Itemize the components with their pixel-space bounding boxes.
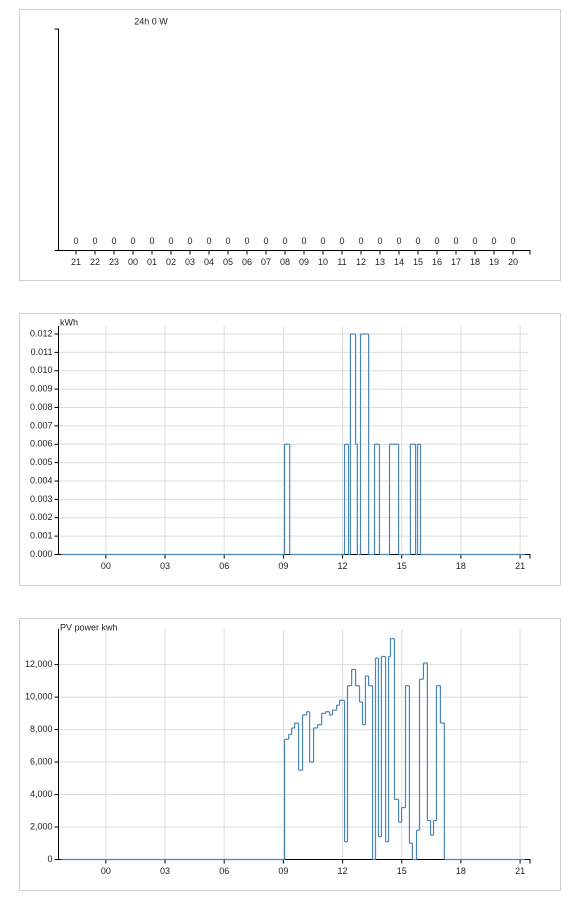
- x-tick-label: 03: [185, 257, 195, 267]
- value-label: 0: [282, 236, 287, 246]
- x-tick-label: 09: [278, 561, 288, 571]
- y-tick-label: 0.001: [30, 531, 53, 541]
- x-tick-label: 15: [397, 561, 407, 571]
- y-tick-label: 0.000: [30, 549, 53, 559]
- x-tick-label: 00: [128, 257, 138, 267]
- x-tick-label: 18: [470, 257, 480, 267]
- x-tick-label: 22: [90, 257, 100, 267]
- x-tick-label: 00: [101, 561, 111, 571]
- value-label: 0: [111, 236, 116, 246]
- value-label: 0: [415, 236, 420, 246]
- x-tick-label: 07: [261, 257, 271, 267]
- value-label: 0: [472, 236, 477, 246]
- x-tick-label: 20: [508, 257, 518, 267]
- value-label: 0: [168, 236, 173, 246]
- value-label: 0: [377, 236, 382, 246]
- value-label: 0: [225, 236, 230, 246]
- value-label: 0: [358, 236, 363, 246]
- value-label: 0: [149, 236, 154, 246]
- x-tick-label: 10: [318, 257, 328, 267]
- value-label: 0: [301, 236, 306, 246]
- y-tick-label: 0.008: [30, 402, 53, 412]
- x-tick-label: 13: [375, 257, 385, 267]
- x-tick-label: 00: [101, 866, 111, 876]
- value-label: 0: [491, 236, 496, 246]
- value-label: 0: [130, 236, 135, 246]
- x-tick-label: 09: [278, 866, 288, 876]
- x-tick-label: 08: [280, 257, 290, 267]
- y-tick-label: 0.012: [30, 328, 53, 338]
- x-tick-label: 18: [456, 561, 466, 571]
- x-tick-label: 12: [338, 866, 348, 876]
- y-tick-label: 0.011: [31, 347, 53, 357]
- x-tick-label: 15: [397, 866, 407, 876]
- y-tick-label: 0.005: [30, 457, 53, 467]
- x-tick-label: 12: [356, 257, 366, 267]
- x-tick-label: 17: [451, 257, 461, 267]
- y-tick-label: 0.006: [30, 439, 53, 449]
- y-tick-label: 10,000: [25, 691, 53, 701]
- x-tick-label: 03: [160, 561, 170, 571]
- x-tick-label: 16: [432, 257, 442, 267]
- y-tick-label: 0.010: [30, 365, 53, 375]
- panel: [19, 9, 561, 281]
- y-tick-label: 0.004: [30, 475, 53, 485]
- value-label: 0: [206, 236, 211, 246]
- value-label: 0: [320, 236, 325, 246]
- value-label: 0: [510, 236, 515, 246]
- value-label: 0: [453, 236, 458, 246]
- value-label: 0: [434, 236, 439, 246]
- x-tick-label: 23: [109, 257, 119, 267]
- value-label: 0: [396, 236, 401, 246]
- x-tick-label: 19: [489, 257, 499, 267]
- x-tick-label: 11: [337, 257, 346, 267]
- y-axis-label: kWh: [60, 317, 78, 327]
- y-tick-label: 0.002: [30, 512, 53, 522]
- value-label: 0: [73, 236, 78, 246]
- x-tick-label: 03: [160, 866, 170, 876]
- y-tick-label: 4,000: [30, 789, 53, 799]
- x-tick-label: 05: [223, 257, 233, 267]
- x-tick-label: 12: [338, 561, 348, 571]
- y-tick-label: 0.003: [30, 494, 53, 504]
- value-label: 0: [244, 236, 249, 246]
- y-tick-label: 2,000: [30, 821, 53, 831]
- x-tick-label: 02: [166, 257, 176, 267]
- x-tick-label: 15: [413, 257, 423, 267]
- y-tick-label: 6,000: [30, 756, 53, 766]
- x-tick-label: 06: [219, 561, 229, 571]
- x-tick-label: 09: [299, 257, 309, 267]
- value-label: 0: [339, 236, 344, 246]
- axis-line: [58, 629, 531, 864]
- x-tick-label: 04: [204, 257, 214, 267]
- x-tick-label: 21: [71, 257, 81, 267]
- y-axis-label: PV power kwh: [60, 622, 118, 632]
- y-tick-label: 0: [47, 854, 52, 864]
- x-tick-label: 06: [242, 257, 252, 267]
- y-tick-label: 0.009: [30, 384, 53, 394]
- chart-title: 24h 0 W: [134, 16, 168, 26]
- x-tick-label: 21: [515, 866, 525, 876]
- x-tick-label: 21: [515, 561, 525, 571]
- y-tick-label: 12,000: [25, 659, 53, 669]
- x-tick-label: 18: [456, 866, 466, 876]
- value-label: 0: [92, 236, 97, 246]
- x-tick-label: 01: [147, 257, 157, 267]
- x-tick-label: 14: [394, 257, 404, 267]
- y-tick-label: 0.007: [30, 420, 53, 430]
- panel: [19, 618, 561, 891]
- value-label: 0: [187, 236, 192, 246]
- x-tick-label: 06: [219, 866, 229, 876]
- value-label: 0: [263, 236, 268, 246]
- y-tick-label: 8,000: [30, 724, 53, 734]
